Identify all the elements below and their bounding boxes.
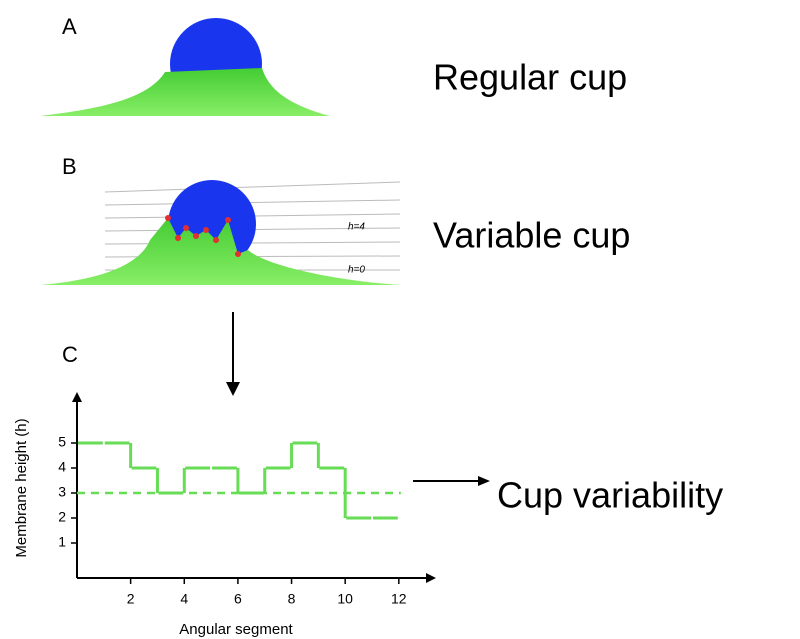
step-chart: Angular segment Membrane height (h) 2 4 6 8… <box>13 392 436 638</box>
y-tick-label: 5 <box>58 434 66 450</box>
y-axis-label: Membrane height (h) <box>13 418 30 557</box>
caption: Cup variability <box>497 475 723 516</box>
panel-label: B <box>62 154 77 179</box>
x-axis-label: Angular segment <box>179 621 293 638</box>
arrowhead <box>72 392 82 402</box>
x-tick-label: 6 <box>234 591 242 607</box>
caption: Variable cup <box>433 215 630 256</box>
x-tick-label: 2 <box>127 591 135 607</box>
y-tick-label: 4 <box>58 459 66 475</box>
membrane <box>40 218 400 285</box>
y-tick-label: 3 <box>58 484 66 500</box>
y-tick-label: 1 <box>58 534 66 550</box>
x-tick-label: 12 <box>391 591 407 607</box>
y-tick-label: 2 <box>58 509 66 525</box>
x-tick-label: 8 <box>288 591 296 607</box>
membrane <box>40 68 330 116</box>
arrowhead <box>478 476 490 486</box>
x-tick-label: 4 <box>180 591 188 607</box>
panel-label: C <box>62 342 78 367</box>
arrowhead <box>426 573 436 583</box>
contact-points <box>165 215 241 257</box>
panel-label: A <box>62 14 77 39</box>
x-tick-label: 10 <box>337 591 353 607</box>
caption: Regular cup <box>433 57 627 98</box>
level-label: h=0 <box>348 265 365 276</box>
arrowhead <box>226 382 240 396</box>
level-label: h=4 <box>348 222 365 233</box>
